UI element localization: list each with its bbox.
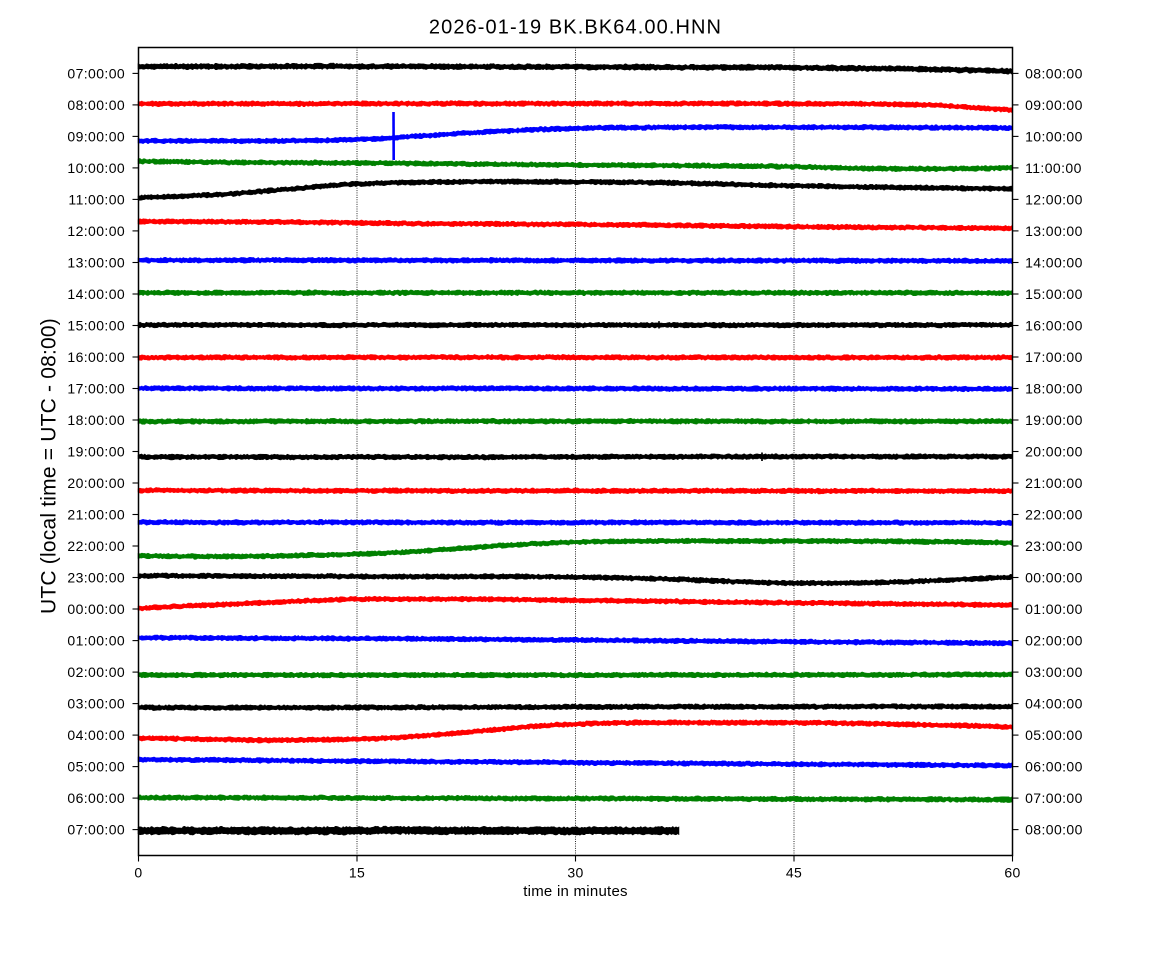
svg-text:07:00:00: 07:00:00 xyxy=(1025,790,1083,806)
svg-text:03:00:00: 03:00:00 xyxy=(67,696,125,712)
svg-text:21:00:00: 21:00:00 xyxy=(67,507,125,523)
svg-text:0: 0 xyxy=(134,865,142,881)
svg-text:10:00:00: 10:00:00 xyxy=(67,160,125,176)
svg-text:16:00:00: 16:00:00 xyxy=(1025,318,1083,334)
svg-text:60: 60 xyxy=(1004,865,1020,881)
svg-text:11:00:00: 11:00:00 xyxy=(1025,160,1082,176)
svg-text:00:00:00: 00:00:00 xyxy=(1025,570,1083,586)
svg-text:07:00:00: 07:00:00 xyxy=(67,65,125,81)
svg-text:12:00:00: 12:00:00 xyxy=(1025,191,1083,207)
svg-text:15:00:00: 15:00:00 xyxy=(67,318,125,334)
svg-text:08:00:00: 08:00:00 xyxy=(1025,822,1083,838)
svg-text:21:00:00: 21:00:00 xyxy=(1025,475,1083,491)
svg-text:09:00:00: 09:00:00 xyxy=(1025,97,1083,113)
svg-text:UTC (local time = UTC - 08:00): UTC (local time = UTC - 08:00) xyxy=(38,318,61,614)
svg-text:04:00:00: 04:00:00 xyxy=(67,727,125,743)
svg-text:06:00:00: 06:00:00 xyxy=(67,790,125,806)
svg-text:12:00:00: 12:00:00 xyxy=(67,223,125,239)
svg-text:20:00:00: 20:00:00 xyxy=(1025,444,1083,460)
svg-text:05:00:00: 05:00:00 xyxy=(67,759,125,775)
svg-text:2026-01-19 BK.BK64.00.HNN: 2026-01-19 BK.BK64.00.HNN xyxy=(429,17,722,39)
svg-text:09:00:00: 09:00:00 xyxy=(67,128,125,144)
svg-text:22:00:00: 22:00:00 xyxy=(67,538,125,554)
svg-text:11:00:00: 11:00:00 xyxy=(68,191,125,207)
svg-text:19:00:00: 19:00:00 xyxy=(67,444,125,460)
svg-text:03:00:00: 03:00:00 xyxy=(1025,664,1083,680)
svg-text:30: 30 xyxy=(567,865,583,881)
svg-text:00:00:00: 00:00:00 xyxy=(67,601,125,617)
svg-text:05:00:00: 05:00:00 xyxy=(1025,727,1083,743)
svg-text:15: 15 xyxy=(349,865,365,881)
svg-text:23:00:00: 23:00:00 xyxy=(67,570,125,586)
svg-text:08:00:00: 08:00:00 xyxy=(67,97,125,113)
svg-text:04:00:00: 04:00:00 xyxy=(1025,696,1083,712)
svg-text:19:00:00: 19:00:00 xyxy=(1025,412,1083,428)
svg-text:time in minutes: time in minutes xyxy=(523,883,628,900)
svg-text:13:00:00: 13:00:00 xyxy=(67,255,125,271)
svg-text:20:00:00: 20:00:00 xyxy=(67,475,125,491)
svg-text:08:00:00: 08:00:00 xyxy=(1025,65,1083,81)
svg-text:14:00:00: 14:00:00 xyxy=(1025,255,1083,271)
svg-text:45: 45 xyxy=(786,865,802,881)
svg-text:01:00:00: 01:00:00 xyxy=(1025,601,1083,617)
svg-text:02:00:00: 02:00:00 xyxy=(1025,633,1083,649)
svg-text:17:00:00: 17:00:00 xyxy=(1025,349,1083,365)
svg-text:23:00:00: 23:00:00 xyxy=(1025,538,1083,554)
svg-text:06:00:00: 06:00:00 xyxy=(1025,759,1083,775)
svg-text:01:00:00: 01:00:00 xyxy=(67,633,125,649)
svg-text:02:00:00: 02:00:00 xyxy=(67,664,125,680)
svg-text:22:00:00: 22:00:00 xyxy=(1025,507,1083,523)
svg-text:16:00:00: 16:00:00 xyxy=(67,349,125,365)
svg-text:15:00:00: 15:00:00 xyxy=(1025,286,1083,302)
svg-text:17:00:00: 17:00:00 xyxy=(67,381,125,397)
svg-text:10:00:00: 10:00:00 xyxy=(1025,128,1083,144)
svg-text:18:00:00: 18:00:00 xyxy=(1025,381,1083,397)
svg-text:14:00:00: 14:00:00 xyxy=(67,286,125,302)
svg-text:07:00:00: 07:00:00 xyxy=(67,822,125,838)
svg-text:13:00:00: 13:00:00 xyxy=(1025,223,1083,239)
svg-text:18:00:00: 18:00:00 xyxy=(67,412,125,428)
